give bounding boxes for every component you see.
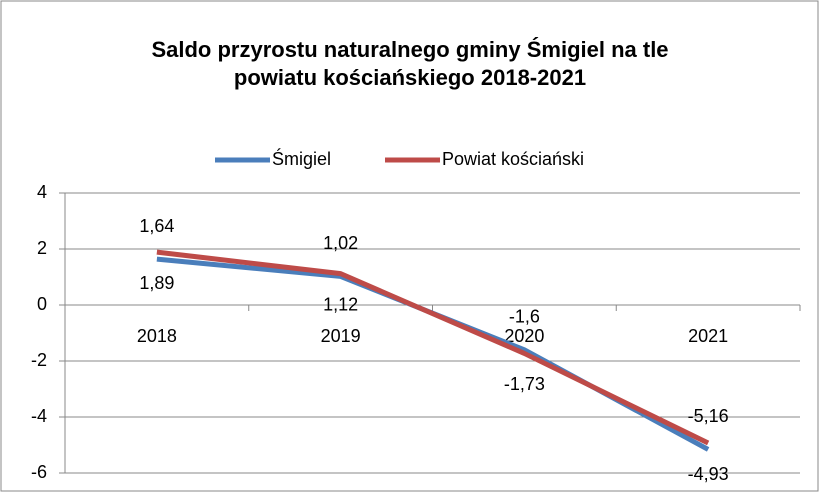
x-tick-label: 2018 (137, 326, 177, 346)
y-tick-label: -6 (31, 462, 47, 482)
data-label: 1,89 (139, 273, 174, 293)
y-tick-label: 2 (37, 238, 47, 258)
data-label: -1,6 (509, 307, 540, 327)
y-tick-label: 4 (37, 182, 47, 202)
legend-label: Śmigiel (272, 148, 331, 169)
y-tick-label: 0 (37, 294, 47, 314)
x-tick-label: 2019 (321, 326, 361, 346)
data-label: 1,12 (323, 294, 358, 314)
data-label: -4,93 (688, 464, 729, 484)
data-label: -1,73 (504, 374, 545, 394)
x-tick-label: 2020 (504, 326, 544, 346)
y-tick-label: -4 (31, 406, 47, 426)
y-tick-label: -2 (31, 350, 47, 370)
data-label: 1,64 (139, 216, 174, 236)
x-tick-label: 2021 (688, 326, 728, 346)
data-label: -5,16 (688, 406, 729, 426)
legend-label: Powiat kościański (442, 149, 584, 169)
chart-title: Saldo przyrostu naturalnego gminy Śmigie… (151, 37, 669, 90)
data-label: 1,02 (323, 233, 358, 253)
data-line (156, 249, 710, 446)
